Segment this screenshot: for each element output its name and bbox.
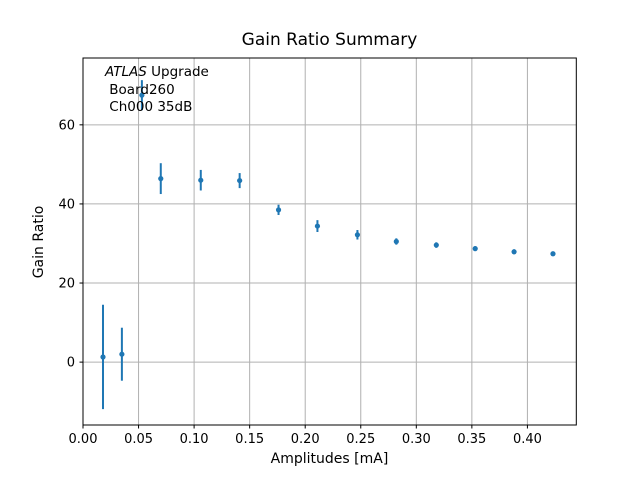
data-point	[433, 242, 439, 248]
data-point	[198, 177, 204, 183]
data-point	[354, 232, 361, 238]
data-point	[237, 177, 243, 184]
chart-title: Gain Ratio Summary	[241, 30, 418, 50]
annotation-line-1-rest: Upgrade	[146, 64, 209, 80]
data-point	[275, 207, 282, 213]
x-tick-label: 0.40	[513, 432, 542, 447]
y-tick-label: 60	[58, 118, 75, 133]
data-point	[139, 92, 145, 98]
data-point	[393, 238, 399, 245]
data-point	[550, 251, 556, 257]
y-axis-label: Gain Ratio	[31, 205, 47, 279]
x-tick-label: 0.25	[346, 432, 375, 447]
annotation-block: ATLAS Upgrade Board260 Ch000 35dB	[105, 64, 209, 117]
plot-border	[82, 57, 577, 426]
x-axis-label: Amplitudes [mA]	[270, 451, 389, 467]
data-point	[511, 249, 517, 255]
x-tick-label: 0.10	[180, 432, 209, 447]
annotation-line-1: ATLAS Upgrade	[105, 64, 209, 82]
data-point	[314, 223, 321, 229]
x-tick-label: 0.05	[124, 432, 153, 447]
annotation-experiment-name: ATLAS	[105, 64, 147, 80]
y-tick-label: 20	[58, 277, 75, 292]
x-tick-label: 0.00	[69, 432, 98, 447]
x-tick-label: 0.15	[235, 432, 264, 447]
y-tick-label: 0	[67, 356, 75, 371]
data-point	[472, 246, 478, 252]
annotation-line-2: Board260	[105, 81, 175, 98]
data-point	[158, 176, 164, 182]
x-tick-label: 0.30	[402, 432, 431, 447]
data-point	[119, 351, 125, 357]
x-tick-label: 0.20	[291, 432, 320, 447]
x-tick-label: 0.35	[457, 432, 486, 447]
data-point	[100, 354, 106, 360]
annotation-line-3: Ch000 35dB	[105, 99, 193, 116]
y-tick-label: 40	[58, 197, 75, 212]
